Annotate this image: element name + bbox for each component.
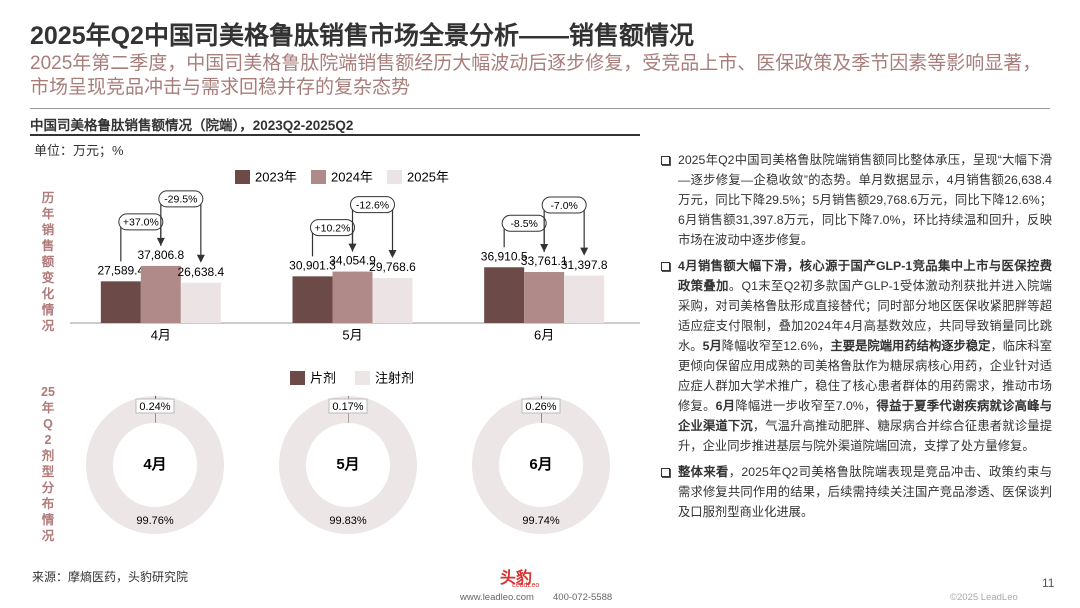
- value-label: 29,768.6: [369, 260, 416, 274]
- legend-swatch: [235, 170, 250, 184]
- bar: [180, 282, 221, 323]
- bar: [292, 276, 333, 323]
- subtitle: 2025年第二季度，中国司美格鲁肽院端销售额经历大幅波动后逐步修复，受竞品上市、…: [30, 53, 1042, 98]
- charts: 2023年 2024年 2025年 4月 27,589.4 37,806.8 26,638.…: [70, 169, 640, 534]
- unit-label: 单位：万元；%: [34, 143, 124, 158]
- value-label: 31,397.8: [561, 258, 608, 272]
- bold-text: 得益于夏季代谢疾病就诊高峰与企业渠道下沉: [678, 399, 1052, 433]
- legend-label: 注射剂: [375, 370, 414, 385]
- bullet: 2025年Q2中国司美格鲁肽院端销售额同比整体承压，呈现“大幅下滑—逐步修复—企…: [660, 150, 1052, 250]
- bold-text: 4月销售额大幅下滑，核心源于国产GLP-1竞品集中上市与医保控费政策叠加: [678, 259, 1052, 293]
- annotation: +10.2%: [315, 222, 351, 234]
- y-axis-label: 历年销售额变化情况: [41, 191, 55, 333]
- legend-label: 2023年: [255, 169, 297, 184]
- legend-label: 2024年: [331, 169, 373, 184]
- annotation: -12.6%: [356, 199, 389, 211]
- value-label: 36,910.5: [481, 249, 528, 263]
- logo: 头豹: [500, 570, 533, 587]
- annotation: -29.5%: [164, 194, 197, 206]
- bold-text: 主要是院端用药结构逐步稳定: [830, 339, 991, 353]
- donut-slice: [86, 396, 225, 534]
- bullet: 4月销售额大幅下滑，核心源于国产GLP-1竞品集中上市与医保控费政策叠加。Q1末…: [660, 256, 1052, 456]
- bullet-marker: [661, 262, 670, 271]
- bold-text: 整体来看: [678, 465, 729, 479]
- legend-swatch: [290, 371, 305, 385]
- annotation-box: [158, 190, 204, 208]
- value-label: 37,806.8: [137, 248, 184, 262]
- text: 2025年Q2中国司美格鲁肽院端销售额同比整体承压，呈现“大幅下滑—逐步修复—企…: [678, 153, 1052, 247]
- legend-swatch: [355, 371, 370, 385]
- bar: [524, 272, 565, 323]
- copyright: ©2025 LeadLeo: [950, 592, 1018, 603]
- arrow-head: [196, 254, 205, 263]
- value-label: 99.74%: [522, 515, 560, 527]
- label-box: [135, 398, 175, 414]
- bold-text: 6月: [715, 399, 736, 413]
- annotation-box: [541, 196, 587, 214]
- value-label: 0.26%: [525, 401, 556, 413]
- value-label: 99.83%: [329, 515, 367, 527]
- label-box: [328, 398, 368, 414]
- category-label: 6月: [529, 456, 552, 473]
- divider: [30, 108, 1050, 109]
- legend-label: 片剂: [310, 370, 336, 385]
- section-rule: [30, 134, 640, 136]
- label-box: [521, 398, 561, 414]
- annotation: +37.0%: [123, 217, 159, 229]
- bar: [140, 265, 181, 323]
- section-title: 中国司美格鲁肽销售额情况（院端），2023Q2-2025Q2: [30, 118, 354, 133]
- bullet-marker: [661, 468, 670, 477]
- value-label: 26,638.4: [177, 265, 224, 279]
- annotation: -8.5%: [510, 218, 537, 230]
- annotation-box: [118, 213, 164, 231]
- source: 来源：摩熵医药，头豹研究院: [32, 570, 189, 584]
- arrow-head: [388, 250, 397, 259]
- y-axis-label: 25年Q2剂型分布情况: [41, 385, 55, 543]
- bullet-list: 2025年Q2中国司美格鲁肽院端销售额同比整体承压，呈现“大幅下滑—逐步修复—企…: [660, 150, 1052, 528]
- legend-label: 2025年: [407, 169, 449, 184]
- legend-swatch: [311, 170, 326, 184]
- bar: [372, 278, 413, 323]
- x-tick-label: 5月: [342, 327, 362, 342]
- value-label: 27,589.4: [97, 264, 144, 278]
- bar: [484, 267, 525, 323]
- phone: 400-072-5588: [553, 592, 613, 603]
- x-tick-label: 6月: [534, 327, 554, 342]
- bullet: 整体来看，2025年Q2司美格鲁肽院端表现是竞品冲击、政策约束与需求修复共同作用…: [660, 462, 1052, 522]
- bar: [100, 281, 141, 323]
- annotation: -7.0%: [550, 200, 577, 212]
- value-label: 30,901.3: [289, 259, 336, 273]
- website: www.leadleo.com: [460, 592, 534, 603]
- page-number: 11: [1042, 576, 1055, 590]
- text: 降幅收窄至12.6%，: [721, 339, 831, 353]
- arrow-head: [580, 247, 589, 256]
- x-tick-label: 4月: [151, 327, 171, 342]
- bold-text: 5月: [702, 339, 722, 353]
- bar: [332, 271, 373, 323]
- donut-slice: [278, 396, 417, 534]
- text: 降幅进一步收窄至7.0%，: [735, 399, 877, 413]
- text: ，临床科室更倾向保留应用成熟的司美格鲁肽作为糖尿病核心用药，企业针对适应症人群加…: [678, 339, 1052, 413]
- value-label: 33,761.1: [521, 254, 568, 268]
- value-label: 0.24%: [139, 401, 170, 413]
- bar: [564, 275, 605, 323]
- value-label: 0.17%: [332, 401, 363, 413]
- text: ，2025年Q2司美格鲁肽院端表现是竞品冲击、政策约束与需求修复共同作用的结果，…: [678, 465, 1052, 519]
- bullet-marker: [661, 156, 670, 165]
- annotation-box: [310, 219, 355, 237]
- text: 。Q1末至Q2初多款国产GLP-1受体激动剂获批并进入院端采购，对司美格鲁肽形成…: [678, 279, 1052, 353]
- legend-swatch: [387, 170, 402, 184]
- annotation-box: [350, 196, 395, 214]
- donut-slice: [471, 396, 610, 534]
- annotation-box: [501, 214, 547, 232]
- brand: LeadLeo: [512, 582, 540, 589]
- category-label: 4月: [143, 456, 166, 473]
- category-label: 5月: [336, 456, 359, 473]
- value-label: 34,054.9: [329, 254, 376, 268]
- title: 2025年Q2中国司美格鲁肽销售市场全景分析——销售额情况: [30, 22, 694, 50]
- text: ，气温升高推动肥胖、糖尿病合并综合征患者就诊量提升，企业同步推进基层与院外渠道院…: [678, 419, 1052, 453]
- value-label: 99.76%: [136, 515, 174, 527]
